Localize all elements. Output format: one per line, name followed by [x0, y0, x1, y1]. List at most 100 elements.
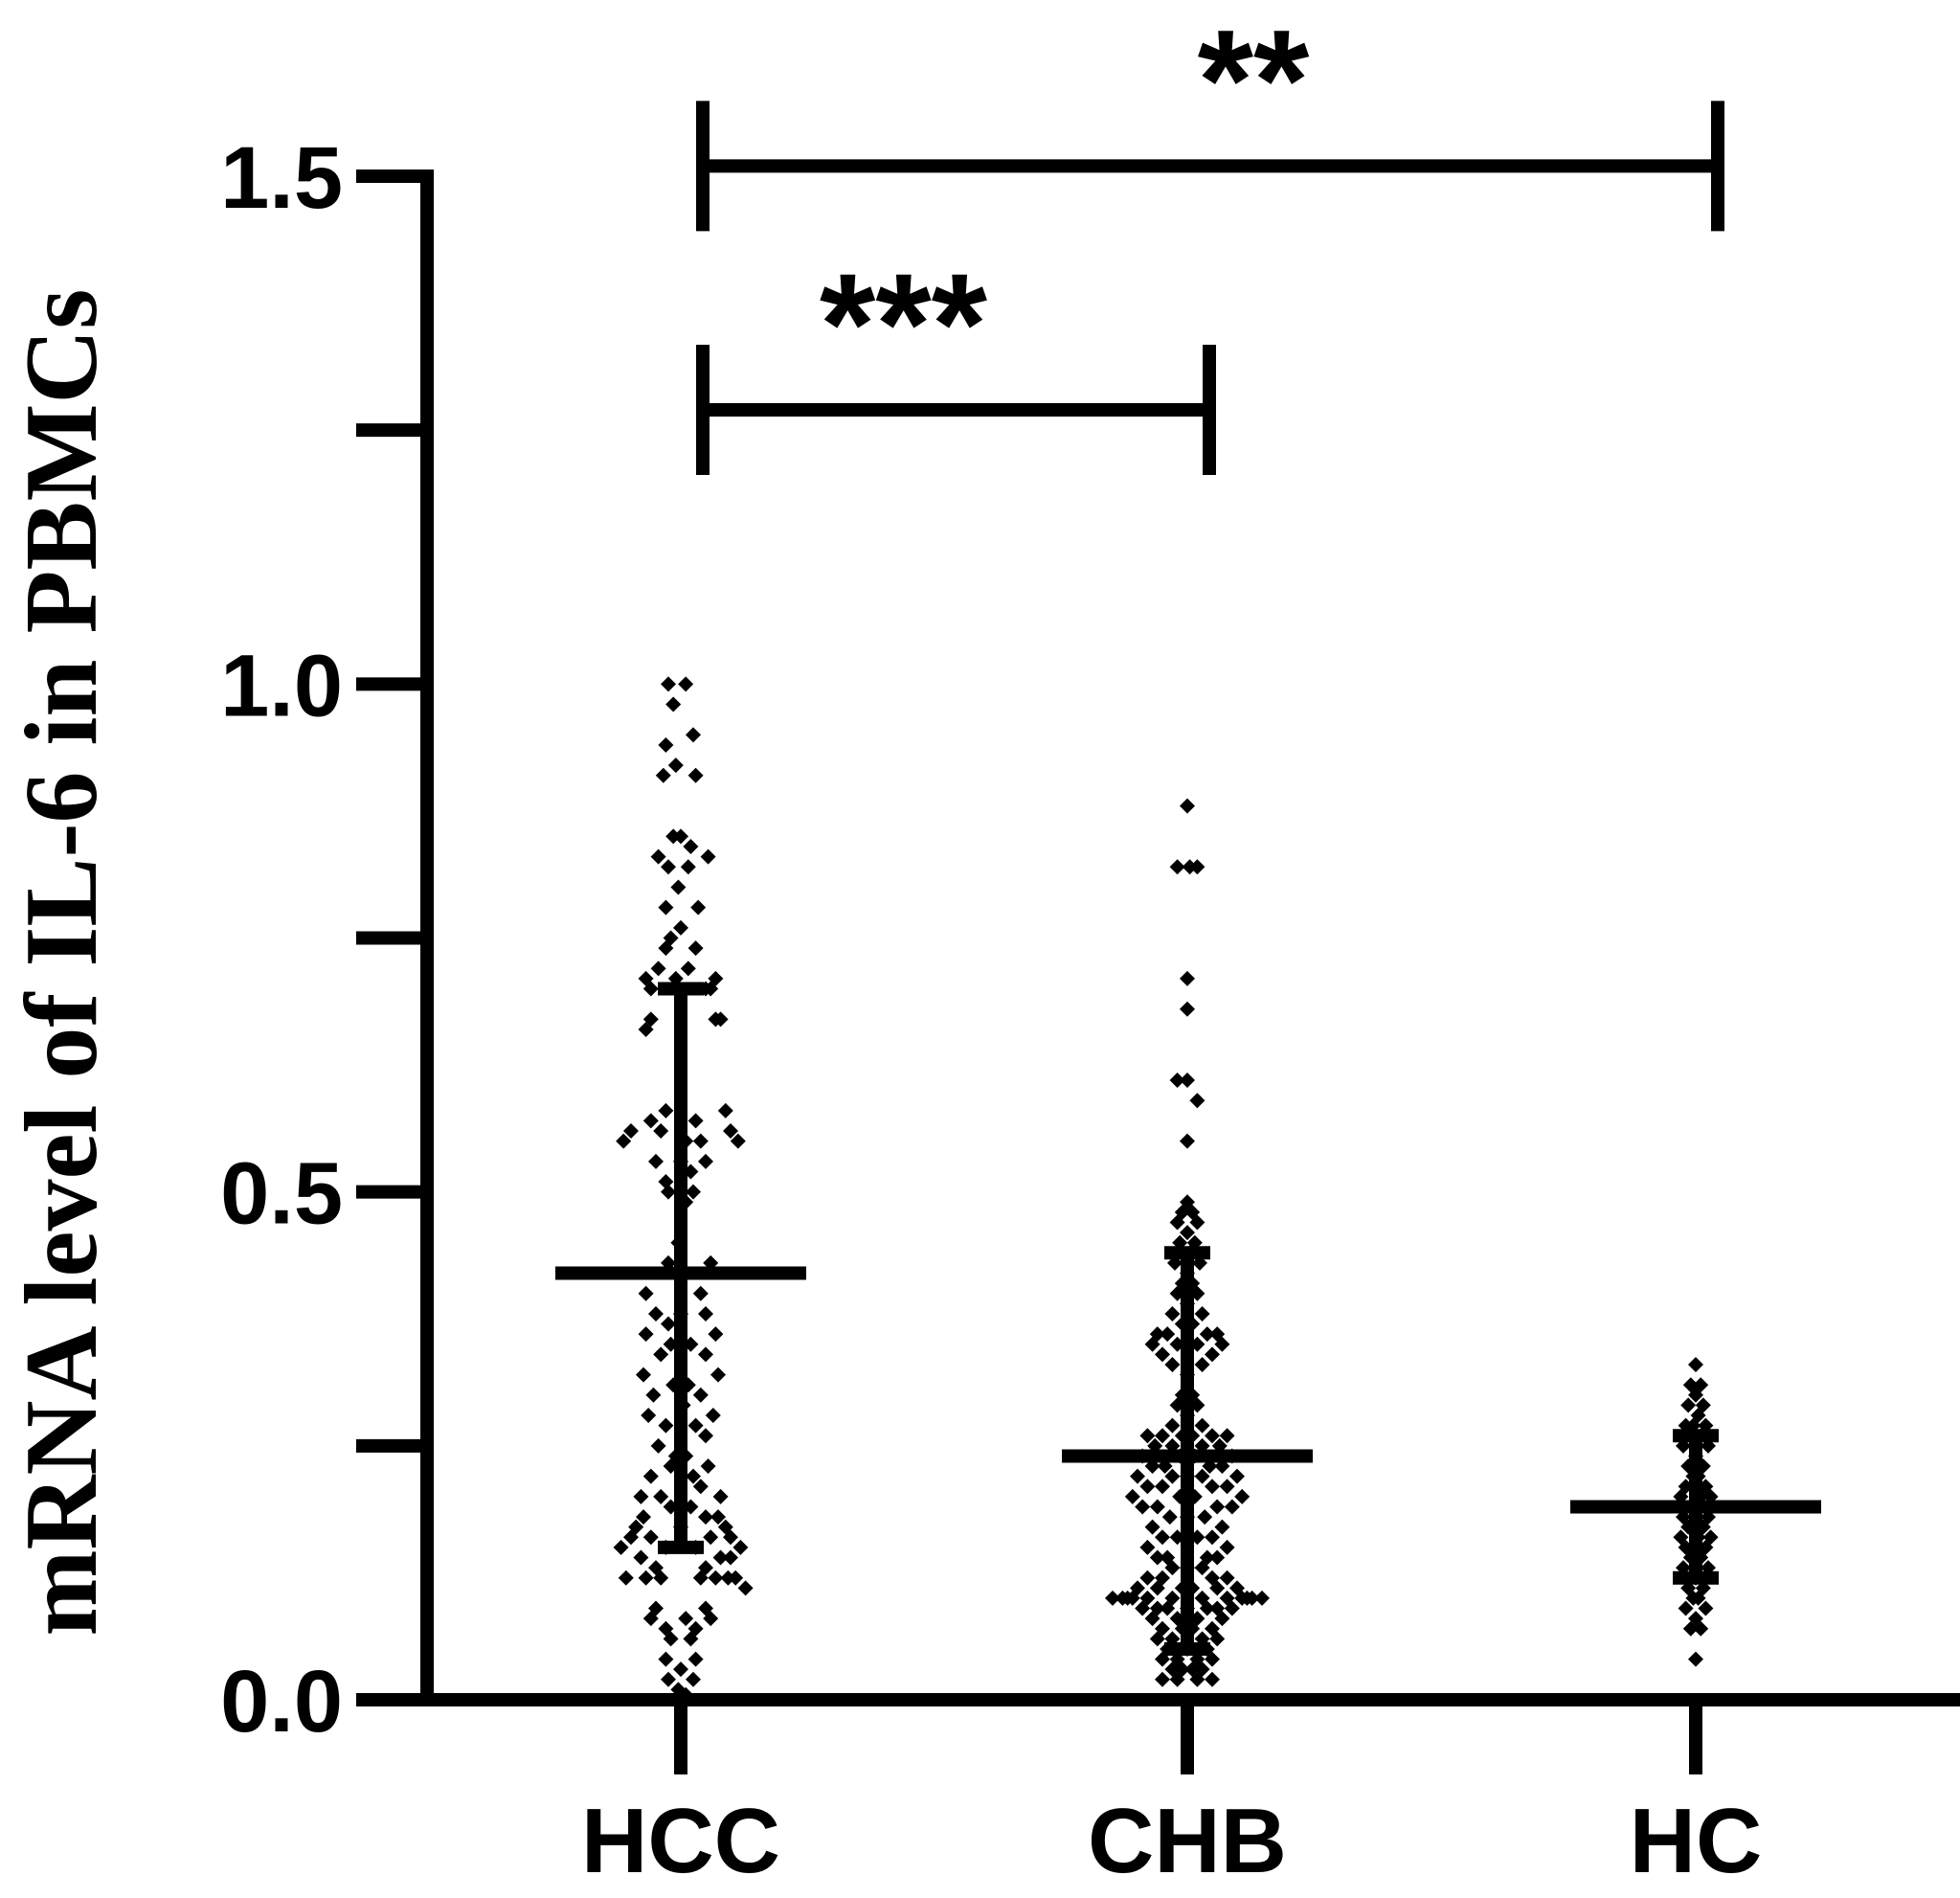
data-point	[642, 981, 659, 997]
data-point	[1155, 1479, 1170, 1495]
data-point	[633, 1549, 649, 1566]
data-point	[1205, 1671, 1220, 1687]
data-point	[686, 727, 701, 743]
data-point	[1194, 1305, 1210, 1322]
data-point	[692, 1133, 709, 1149]
data-point	[658, 1651, 674, 1667]
data-point	[1209, 1580, 1226, 1596]
data-point	[1160, 1600, 1176, 1616]
data-point	[665, 696, 682, 712]
data-point	[642, 1011, 659, 1028]
data-point	[708, 1570, 724, 1586]
data-point	[1209, 1499, 1226, 1515]
data-point	[1149, 1499, 1165, 1515]
data-point	[680, 859, 696, 875]
data-point	[1688, 1356, 1703, 1372]
data-point	[1169, 1072, 1185, 1088]
data-point	[1194, 1417, 1210, 1434]
data-point	[1164, 1305, 1181, 1322]
data-point	[613, 1539, 629, 1555]
data-point	[732, 1539, 749, 1555]
data-point	[1139, 1539, 1156, 1555]
data-point	[1144, 1611, 1160, 1627]
data-point	[1164, 1468, 1181, 1484]
data-point	[737, 1580, 754, 1596]
data-point	[1205, 1529, 1220, 1546]
data-point	[703, 981, 719, 997]
data-point	[1254, 1590, 1270, 1606]
data-point	[1197, 1509, 1213, 1525]
data-point	[670, 879, 687, 895]
data-point	[642, 1468, 659, 1484]
data-point	[723, 1123, 738, 1140]
data-point	[661, 1184, 676, 1200]
data-point	[678, 1611, 694, 1627]
data-point	[638, 1285, 654, 1301]
data-point	[1180, 1225, 1195, 1241]
data-point	[633, 1488, 649, 1504]
y-axis: 0.0 0.5 1.0 1.5	[220, 129, 434, 1751]
data-point	[1149, 1549, 1165, 1566]
data-point	[1139, 1570, 1156, 1586]
data-point	[1189, 1093, 1205, 1109]
data-point	[692, 1387, 709, 1403]
data-point	[692, 1285, 709, 1301]
data-point	[653, 1346, 669, 1363]
mean-sd-bars	[555, 982, 1821, 1656]
data-point	[1194, 1356, 1210, 1372]
y-axis-label: mRNA level of IL-6 in PBMCs	[5, 289, 119, 1637]
x-axis: HCC CHB HC	[427, 1693, 1960, 1892]
data-point	[1135, 1600, 1151, 1616]
data-point	[720, 1570, 736, 1586]
data-point	[663, 1631, 679, 1647]
data-point	[1149, 1580, 1165, 1596]
data-point	[650, 960, 666, 977]
data-point	[638, 1570, 654, 1586]
data-point	[710, 1367, 726, 1383]
data-point	[1693, 1620, 1709, 1637]
data-point	[690, 899, 707, 915]
data-point	[1234, 1488, 1250, 1504]
data-point	[687, 1651, 704, 1667]
data-point	[698, 1153, 713, 1169]
data-point	[642, 1113, 659, 1129]
data-point	[1205, 1428, 1220, 1444]
data-point	[703, 1529, 719, 1546]
data-point	[658, 1174, 674, 1190]
data-point	[661, 676, 676, 692]
data-point	[1680, 1397, 1697, 1413]
data-point	[648, 1305, 664, 1322]
data-point	[638, 1326, 654, 1343]
data-point	[698, 1509, 713, 1525]
data-point	[616, 1133, 632, 1149]
data-point	[1244, 1590, 1260, 1606]
significance-label: **	[1198, 0, 1310, 160]
data-point	[678, 676, 694, 692]
data-point	[636, 1509, 651, 1525]
data-point	[655, 767, 671, 783]
data-point	[1234, 1590, 1250, 1606]
y-tick-label: 0.5	[220, 1145, 343, 1243]
data-point	[1164, 1417, 1181, 1434]
data-point	[712, 1011, 729, 1028]
data-point	[1161, 1509, 1178, 1525]
data-point	[645, 1387, 662, 1403]
data-point	[708, 1326, 724, 1343]
data-point	[1130, 1468, 1145, 1484]
data-point	[1219, 1428, 1235, 1444]
data-point	[658, 1417, 674, 1434]
significance-brackets: *****	[696, 0, 1724, 475]
data-point	[1214, 1611, 1230, 1627]
data-point	[1205, 1479, 1220, 1495]
data-point	[700, 848, 716, 865]
data-point	[698, 1428, 713, 1444]
data-point	[1224, 1499, 1240, 1515]
data-point	[1199, 1326, 1215, 1343]
data-point	[1155, 1428, 1170, 1444]
data-point	[1688, 1651, 1703, 1667]
data-point	[686, 1468, 701, 1484]
data-point	[1698, 1600, 1714, 1616]
data-point	[1124, 1488, 1140, 1504]
data-point	[1164, 1560, 1181, 1576]
